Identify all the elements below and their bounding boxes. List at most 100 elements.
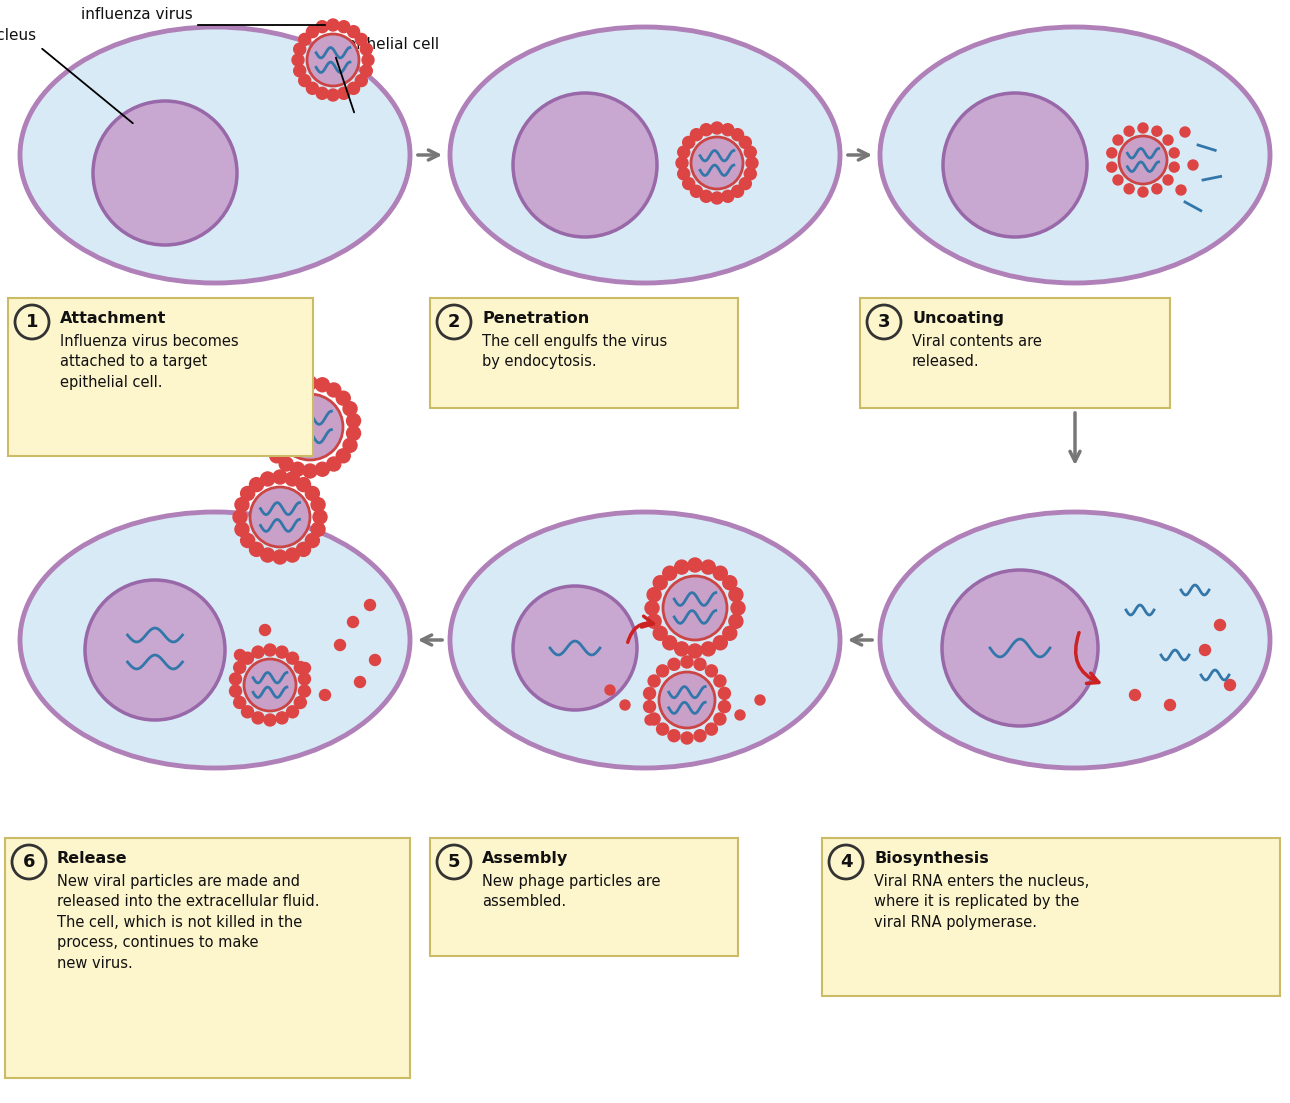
Circle shape [702, 642, 715, 656]
Text: Influenza virus becomes
attached to a target
epithelial cell.: Influenza virus becomes attached to a ta… [61, 334, 239, 389]
Text: 5: 5 [448, 853, 461, 871]
Text: 2: 2 [448, 313, 461, 331]
Circle shape [230, 673, 241, 685]
Ellipse shape [880, 26, 1269, 283]
Text: New viral particles are made and
released into the extracellular fluid.
The cell: New viral particles are made and release… [57, 874, 320, 971]
Circle shape [722, 576, 737, 590]
Circle shape [437, 845, 471, 879]
Text: 3: 3 [877, 313, 890, 331]
Circle shape [688, 558, 702, 572]
Text: New phage particles are
assembled.: New phage particles are assembled. [482, 874, 660, 909]
Circle shape [307, 34, 359, 86]
Circle shape [735, 710, 746, 720]
Circle shape [315, 378, 329, 392]
Circle shape [706, 724, 717, 735]
Circle shape [93, 101, 237, 245]
Circle shape [303, 376, 317, 390]
Circle shape [355, 75, 368, 86]
Circle shape [365, 600, 375, 610]
Circle shape [943, 93, 1087, 237]
Circle shape [286, 706, 298, 718]
Circle shape [85, 580, 224, 720]
Circle shape [307, 83, 319, 95]
Circle shape [337, 449, 351, 463]
Circle shape [663, 566, 677, 580]
Circle shape [241, 486, 254, 501]
Circle shape [713, 675, 726, 687]
Text: influenza virus: influenza virus [81, 7, 194, 22]
Circle shape [285, 548, 299, 563]
Circle shape [279, 457, 293, 471]
Circle shape [259, 426, 273, 440]
Circle shape [1200, 644, 1210, 655]
Circle shape [663, 635, 677, 650]
Text: Uncoating: Uncoating [912, 311, 1004, 326]
Circle shape [1113, 175, 1124, 185]
Circle shape [648, 675, 660, 687]
Circle shape [362, 54, 374, 66]
Circle shape [713, 566, 728, 580]
Circle shape [1224, 679, 1236, 690]
Circle shape [233, 696, 245, 708]
Circle shape [313, 510, 326, 524]
Circle shape [261, 472, 275, 486]
Circle shape [644, 700, 655, 713]
Text: Biosynthesis: Biosynthesis [875, 852, 988, 866]
Circle shape [690, 185, 703, 197]
Ellipse shape [21, 26, 410, 283]
Text: Penetration: Penetration [482, 311, 590, 326]
Text: 1: 1 [26, 313, 39, 331]
Circle shape [290, 462, 304, 476]
Circle shape [1107, 148, 1117, 158]
Circle shape [691, 137, 743, 189]
Circle shape [360, 65, 373, 77]
Circle shape [659, 672, 715, 728]
Circle shape [1130, 689, 1140, 700]
Circle shape [294, 43, 306, 55]
Circle shape [682, 137, 695, 149]
Circle shape [306, 534, 320, 547]
Circle shape [694, 730, 706, 741]
Text: Viral contents are
released.: Viral contents are released. [912, 334, 1042, 370]
Circle shape [343, 401, 357, 416]
Circle shape [653, 627, 667, 640]
Circle shape [1164, 135, 1173, 146]
Circle shape [241, 534, 254, 547]
Circle shape [711, 192, 722, 204]
Circle shape [653, 576, 667, 590]
Circle shape [337, 392, 351, 405]
Circle shape [657, 665, 668, 677]
Text: nucleus: nucleus [0, 28, 37, 43]
Circle shape [648, 614, 660, 629]
Circle shape [690, 129, 703, 141]
Circle shape [1124, 126, 1134, 136]
Circle shape [297, 543, 311, 556]
Circle shape [668, 658, 680, 671]
Circle shape [675, 560, 689, 574]
Circle shape [347, 414, 360, 428]
Circle shape [299, 663, 311, 674]
Circle shape [682, 178, 695, 190]
Circle shape [1152, 184, 1162, 194]
Circle shape [711, 122, 722, 133]
Circle shape [294, 696, 306, 708]
Circle shape [326, 457, 341, 471]
Circle shape [244, 658, 295, 711]
Text: Release: Release [57, 852, 128, 866]
Ellipse shape [21, 512, 410, 768]
Circle shape [326, 383, 341, 397]
FancyBboxPatch shape [430, 298, 738, 408]
Circle shape [277, 394, 343, 460]
Circle shape [355, 676, 365, 687]
Circle shape [1188, 160, 1198, 170]
Circle shape [1169, 148, 1179, 158]
Circle shape [755, 695, 765, 705]
Circle shape [297, 478, 311, 492]
Ellipse shape [450, 512, 840, 768]
Circle shape [1214, 620, 1225, 631]
Circle shape [1169, 162, 1179, 172]
Circle shape [290, 378, 304, 392]
Circle shape [326, 19, 339, 31]
Circle shape [648, 713, 660, 725]
Circle shape [644, 687, 655, 699]
